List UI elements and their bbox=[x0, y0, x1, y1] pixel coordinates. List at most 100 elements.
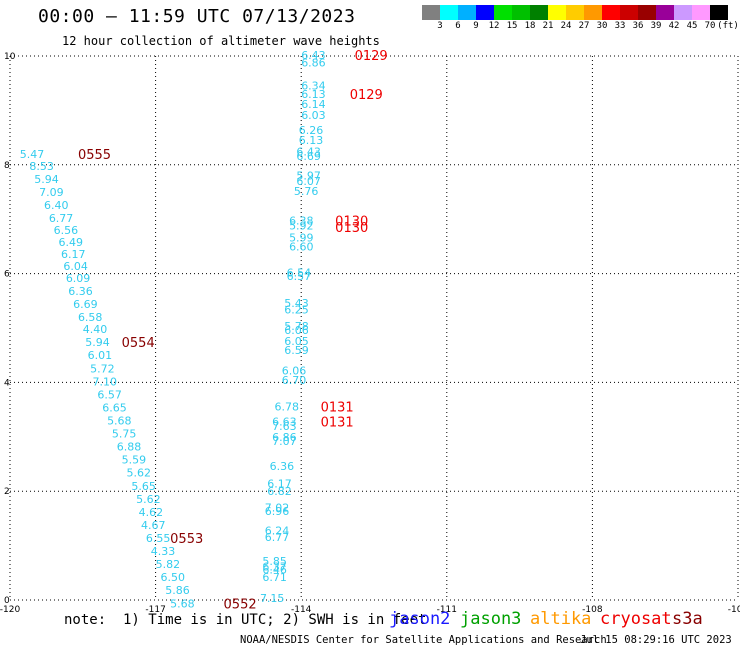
color-scale-label: 27 bbox=[578, 21, 590, 31]
wave-height-point: 6.77 bbox=[49, 212, 74, 225]
wave-height-point: 6.17 bbox=[61, 248, 86, 261]
wave-height-point: 5.62 bbox=[136, 493, 161, 506]
wave-height-point: 6.71 bbox=[262, 571, 287, 584]
wave-height-point: 6.03 bbox=[301, 109, 326, 122]
color-scale-swatch bbox=[440, 5, 458, 20]
wave-height-point: 6.07 bbox=[296, 175, 321, 188]
color-scale-label: 45 bbox=[686, 21, 698, 31]
pass-time-label: 0129 bbox=[355, 49, 388, 64]
color-scale-swatch bbox=[692, 5, 710, 20]
color-scale-swatch bbox=[584, 5, 602, 20]
wave-height-point: 5.76 bbox=[294, 185, 319, 198]
wave-height-point: 7.02 bbox=[265, 502, 290, 515]
pass-time-label: 0130 bbox=[335, 221, 368, 236]
wave-height-point: 4.62 bbox=[139, 506, 164, 519]
wave-height-point: 5.86 bbox=[165, 584, 190, 597]
x-tick-label: -108 bbox=[582, 605, 603, 615]
wave-height-point: 5.82 bbox=[156, 558, 181, 571]
pass-time-label: 0131 bbox=[321, 416, 354, 431]
color-scale-label: 18 bbox=[524, 21, 536, 31]
x-tick-label: -105 bbox=[728, 605, 740, 615]
wave-height-point: 6.57 bbox=[97, 388, 122, 401]
color-scale-label: 21 bbox=[542, 21, 554, 31]
wave-height-point: 6.34 bbox=[301, 79, 326, 92]
wave-height-point: 7.09 bbox=[39, 186, 64, 199]
color-scale-swatch bbox=[656, 5, 674, 20]
wave-height-point: 6.78 bbox=[275, 400, 300, 413]
y-tick-label: 10 bbox=[4, 52, 16, 62]
legend-item-altika: altika bbox=[530, 609, 592, 629]
wave-height-point: 5.65 bbox=[131, 480, 156, 493]
wave-height-point: 5.97 bbox=[296, 170, 321, 183]
color-scale-swatch bbox=[512, 5, 530, 20]
generated-timestamp: Jul 15 08:29:16 UTC 2023 bbox=[580, 634, 732, 646]
wave-height-point: 6.70 bbox=[282, 374, 307, 387]
color-scale-label: 36 bbox=[632, 21, 644, 31]
wave-height-point: 8.53 bbox=[29, 160, 54, 173]
color-scale-swatch bbox=[566, 5, 584, 20]
color-scale-bar bbox=[422, 5, 728, 20]
wave-height-point: 6.56 bbox=[54, 224, 79, 237]
wave-height-point: 6.40 bbox=[44, 199, 68, 212]
color-scale-labels: 3 6 9 12 15 18 21 24 27 30 33 36 39 42 45 70 (ft) bbox=[422, 21, 740, 33]
legend-item-s3a: s3a bbox=[672, 609, 703, 629]
wave-height-point: 7.15 bbox=[260, 592, 285, 605]
color-scale-swatch bbox=[458, 5, 476, 20]
wave-height-point: 4.67 bbox=[141, 519, 166, 532]
pass-time-label: 0130 bbox=[335, 214, 368, 229]
color-scale-label: 42 bbox=[668, 21, 680, 31]
color-scale-swatch bbox=[620, 5, 638, 20]
legend-item-jason3: jason3 bbox=[460, 609, 522, 629]
color-scale-label: 30 bbox=[596, 21, 608, 31]
wave-height-point: 6.50 bbox=[160, 571, 185, 584]
wave-height-point: 6.14 bbox=[301, 98, 326, 111]
legend-item-jason2: jason2 bbox=[389, 609, 451, 629]
y-tick-label: 8 bbox=[4, 161, 10, 171]
wave-height-point: 6.36 bbox=[270, 460, 295, 473]
wave-height-point: 6.37 bbox=[262, 560, 287, 573]
color-scale-swatch bbox=[476, 5, 494, 20]
wave-height-point: 6.54 bbox=[287, 267, 312, 280]
wave-height-point: 5.99 bbox=[289, 232, 314, 245]
wave-height-point: 6.82 bbox=[267, 485, 292, 498]
wave-height-point: 6.77 bbox=[265, 531, 290, 544]
pass-time-label: 0555 bbox=[78, 148, 111, 163]
wave-height-point: 6.05 bbox=[284, 335, 309, 348]
wave-height-point: 6.06 bbox=[284, 324, 309, 337]
color-scale-swatch bbox=[548, 5, 566, 20]
x-tick-label: -120 bbox=[0, 605, 20, 615]
y-tick-label: 6 bbox=[4, 270, 10, 280]
wave-height-point: 5.68 bbox=[107, 414, 132, 427]
wave-height-point: 6.60 bbox=[289, 240, 314, 253]
wave-height-point: 5.43 bbox=[284, 297, 309, 310]
wave-height-point: 6.96 bbox=[265, 505, 290, 518]
color-scale-label: 24 bbox=[560, 21, 572, 31]
wave-height-point: 6.38 bbox=[289, 214, 314, 227]
color-scale-label: 12 bbox=[488, 21, 500, 31]
wave-height-point: 5.59 bbox=[122, 454, 147, 467]
wave-height-point: 7.63 bbox=[272, 420, 297, 433]
color-scale-swatch bbox=[638, 5, 656, 20]
color-scale-label: 39 bbox=[650, 21, 662, 31]
color-scale-swatch bbox=[674, 5, 692, 20]
wave-height-point: 6.69 bbox=[73, 298, 98, 311]
pass-time-label: 0554 bbox=[122, 336, 155, 351]
y-tick-label: 2 bbox=[4, 487, 10, 497]
y-tick-label: 0 bbox=[4, 596, 10, 606]
pass-time-label: 0553 bbox=[170, 532, 203, 547]
wave-height-point: 6.63 bbox=[272, 416, 297, 429]
x-tick-label: -114 bbox=[291, 605, 312, 615]
x-tick-label: -117 bbox=[145, 605, 165, 615]
wave-height-point: 5.68 bbox=[170, 597, 195, 610]
pass-time-label: 0129 bbox=[350, 88, 383, 103]
wave-height-point: 5.92 bbox=[289, 220, 314, 233]
footer-note: note: 1) Time is in UTC; 2) SWH is in fe… bbox=[64, 612, 427, 628]
wave-height-point: 6.17 bbox=[267, 478, 292, 491]
y-tick-label: 4 bbox=[4, 378, 10, 388]
wave-height-point: 6.43 bbox=[301, 49, 326, 62]
wave-height-point: 6.26 bbox=[299, 124, 324, 137]
wave-height-point: 6.65 bbox=[102, 401, 127, 414]
wave-height-point: 6.86 bbox=[301, 57, 326, 70]
wave-height-point: 5.94 bbox=[34, 173, 59, 186]
